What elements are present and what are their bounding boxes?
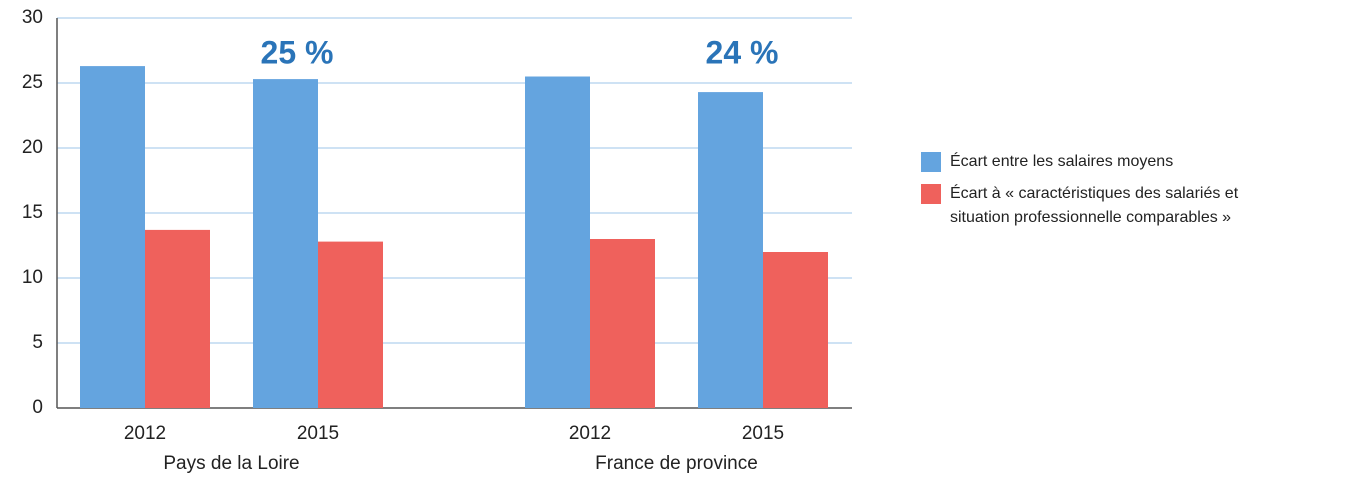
bar [525, 76, 590, 408]
legend-label: Écart entre les salaires moyens [950, 153, 1174, 170]
bar [698, 92, 763, 408]
x-tick-label: 2015 [742, 423, 784, 444]
y-tick-label: 15 [22, 202, 43, 223]
y-tick-label: 20 [22, 137, 43, 158]
legend-swatch [921, 184, 941, 204]
bar [590, 239, 655, 408]
y-tick-label: 0 [32, 397, 43, 418]
bar [763, 252, 828, 408]
x-tick-label: 2012 [124, 423, 166, 444]
bar [318, 241, 383, 408]
x-tick-label: 2015 [297, 423, 339, 444]
x-tick-label: 2012 [569, 423, 611, 444]
bar [253, 79, 318, 408]
bar [145, 229, 210, 408]
annotation: 24 % [706, 34, 779, 70]
group-label: France de province [595, 453, 758, 474]
y-tick-label: 30 [22, 7, 43, 28]
legend-item: Écart à « caractéristiques des salariés … [921, 184, 1341, 230]
legend-label: Écart à « caractéristiques des salariés … [950, 185, 1239, 226]
bar [80, 66, 145, 408]
legend-item: Écart entre les salaires moyens [921, 152, 1341, 174]
y-tick-label: 10 [22, 267, 43, 288]
y-tick-label: 5 [32, 332, 43, 353]
legend: Écart entre les salaires moyens Écart à «… [921, 152, 1341, 240]
annotation: 25 % [261, 34, 334, 70]
group-label: Pays de la Loire [163, 453, 299, 474]
legend-swatch [921, 152, 941, 172]
y-tick-label: 25 [22, 72, 43, 93]
